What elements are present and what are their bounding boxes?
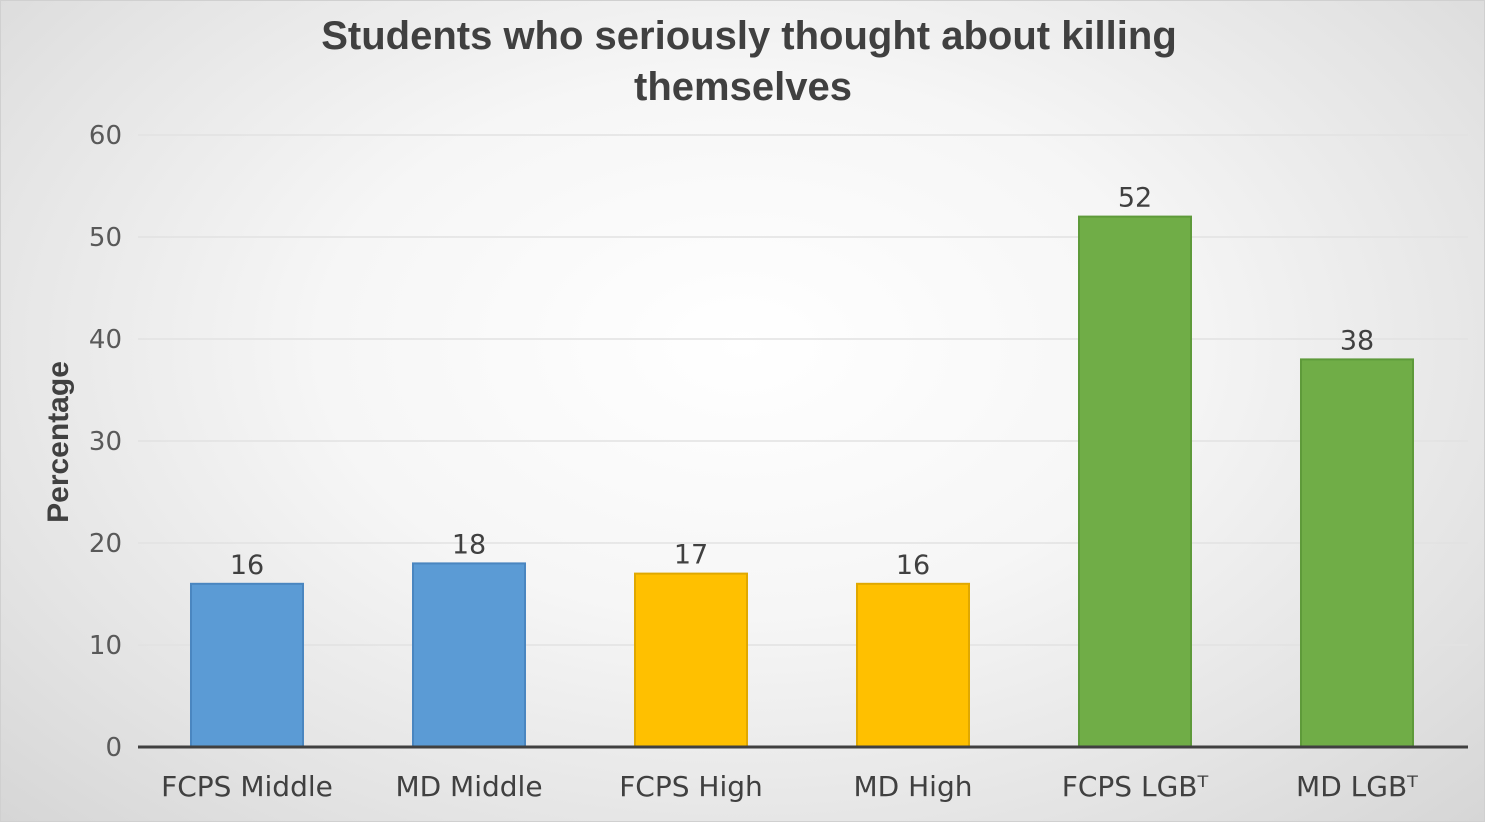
- bar-fcps-high: [634, 572, 748, 748]
- y-axis-ticks: 0 10 20 30 40 50 60: [89, 121, 122, 763]
- y-tick-label: 30: [89, 427, 122, 457]
- data-label: 38: [1340, 325, 1374, 356]
- gridlines: [138, 134, 1468, 646]
- data-label: 16: [896, 550, 930, 581]
- category-label: MD LGBᵀ: [1296, 770, 1418, 803]
- data-label: 52: [1118, 183, 1152, 214]
- bar-md-middle: [412, 562, 526, 749]
- y-tick-label: 40: [89, 325, 122, 355]
- bar-md-high: [856, 582, 970, 748]
- y-tick-label: 0: [105, 733, 122, 763]
- chart-title: Students who seriously thought about kil…: [321, 14, 1177, 109]
- data-labels: 16 18 17 16 52 38: [230, 183, 1374, 581]
- data-label: 18: [452, 529, 486, 560]
- y-tick-label: 60: [89, 121, 122, 151]
- y-axis-label: Percentage: [42, 361, 75, 523]
- data-label: 17: [674, 540, 708, 571]
- data-label: 16: [230, 550, 264, 581]
- category-label: FCPS Middle: [161, 770, 333, 803]
- category-label: FCPS LGBᵀ: [1062, 770, 1209, 803]
- category-label: FCPS High: [619, 770, 763, 803]
- x-axis-categories: FCPS Middle MD Middle FCPS High MD High FCPS…: [161, 770, 1418, 803]
- y-tick-label: 50: [89, 223, 122, 253]
- bar-fcps-middle: [190, 582, 304, 748]
- category-label: MD Middle: [395, 770, 542, 803]
- category-label: MD High: [854, 770, 973, 803]
- bars: [190, 215, 1414, 749]
- bar-fcps-lgbt: [1078, 215, 1192, 749]
- y-tick-label: 20: [89, 529, 122, 559]
- chart-title-line-1: Students who seriously thought about kil…: [321, 14, 1177, 58]
- chart-title-line-2: themselves: [634, 65, 852, 109]
- y-tick-label: 10: [89, 631, 122, 661]
- bar-md-lgbt: [1300, 358, 1414, 748]
